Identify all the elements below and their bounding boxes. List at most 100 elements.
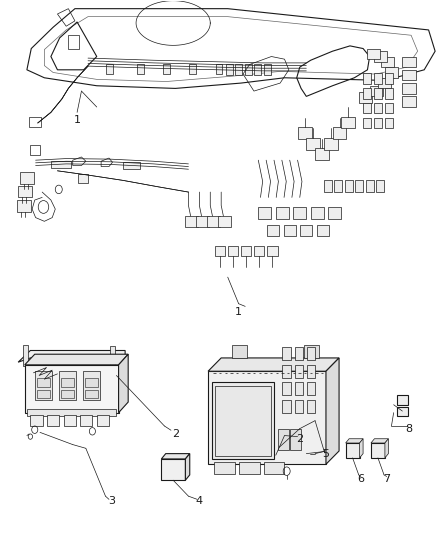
Bar	[403, 83, 417, 94]
Bar	[293, 207, 306, 219]
Bar	[334, 180, 342, 192]
Bar	[374, 118, 382, 128]
Bar	[374, 88, 382, 99]
Bar	[294, 400, 303, 413]
Bar	[403, 70, 417, 80]
Bar	[254, 64, 261, 75]
Bar	[307, 400, 315, 413]
Bar	[371, 443, 385, 458]
Bar	[307, 382, 315, 395]
Bar	[85, 390, 98, 398]
Bar	[18, 185, 32, 197]
Bar	[363, 118, 371, 128]
Bar	[307, 348, 315, 360]
Polygon shape	[371, 439, 389, 443]
Bar	[304, 345, 319, 358]
Bar	[374, 73, 382, 84]
Bar	[294, 348, 303, 360]
Bar	[59, 371, 76, 400]
Text: 7: 7	[384, 474, 391, 484]
Bar	[218, 216, 231, 227]
Polygon shape	[18, 351, 125, 362]
Bar	[324, 180, 332, 192]
Bar	[37, 390, 50, 398]
Bar	[359, 92, 372, 103]
Bar	[27, 409, 117, 416]
Bar	[311, 207, 324, 219]
Bar	[294, 365, 303, 377]
Bar	[185, 216, 198, 227]
Bar	[35, 371, 52, 400]
Bar	[85, 378, 98, 386]
Text: 3: 3	[109, 496, 116, 506]
Bar	[215, 385, 271, 456]
Bar	[215, 246, 225, 256]
Bar	[207, 216, 220, 227]
Polygon shape	[161, 454, 190, 459]
Bar	[61, 390, 74, 398]
Bar	[80, 415, 92, 426]
Bar	[267, 246, 278, 256]
Bar	[245, 64, 252, 75]
Polygon shape	[25, 354, 128, 365]
Bar	[208, 371, 326, 464]
Bar	[214, 462, 235, 474]
Bar	[346, 443, 360, 458]
Bar	[363, 73, 371, 84]
Bar	[370, 86, 383, 96]
Polygon shape	[385, 439, 389, 458]
Bar	[294, 382, 303, 395]
Bar	[328, 207, 341, 219]
Text: 8: 8	[405, 424, 413, 434]
Bar	[324, 138, 338, 150]
Bar	[403, 96, 417, 107]
Bar	[374, 103, 382, 114]
Bar	[297, 127, 311, 139]
Bar	[378, 78, 392, 88]
Text: 5: 5	[322, 449, 329, 458]
Bar	[264, 462, 285, 474]
Bar	[283, 400, 291, 413]
Bar	[367, 49, 380, 59]
Bar	[64, 415, 76, 426]
Bar	[376, 180, 384, 192]
Text: 6: 6	[357, 474, 364, 484]
Bar	[215, 64, 223, 74]
Bar	[306, 138, 320, 150]
Text: 2: 2	[296, 434, 304, 445]
Bar	[97, 415, 109, 426]
Bar	[137, 64, 144, 74]
Bar	[381, 56, 394, 67]
Polygon shape	[119, 354, 128, 413]
Bar	[385, 73, 393, 84]
Bar	[25, 365, 119, 413]
Bar	[283, 382, 291, 395]
Bar	[385, 88, 393, 99]
Bar	[226, 64, 233, 75]
Bar	[284, 225, 296, 236]
Bar	[30, 415, 42, 426]
Bar	[163, 64, 170, 74]
Bar	[363, 88, 371, 99]
Bar	[235, 64, 242, 75]
Bar	[29, 117, 41, 127]
Bar	[254, 246, 265, 256]
Bar	[47, 415, 59, 426]
Polygon shape	[360, 439, 363, 458]
Bar	[317, 225, 329, 236]
Bar	[20, 172, 34, 184]
Bar	[212, 382, 274, 459]
Bar	[123, 163, 141, 168]
Bar	[403, 56, 417, 67]
Bar	[355, 180, 363, 192]
Bar	[83, 371, 100, 400]
Polygon shape	[208, 358, 339, 371]
Bar	[17, 200, 31, 212]
Text: 1: 1	[74, 115, 81, 125]
Bar	[196, 216, 209, 227]
Text: 2: 2	[172, 429, 179, 439]
Bar	[332, 127, 346, 139]
Bar	[283, 348, 291, 360]
Bar	[61, 378, 74, 386]
Bar	[264, 64, 271, 75]
